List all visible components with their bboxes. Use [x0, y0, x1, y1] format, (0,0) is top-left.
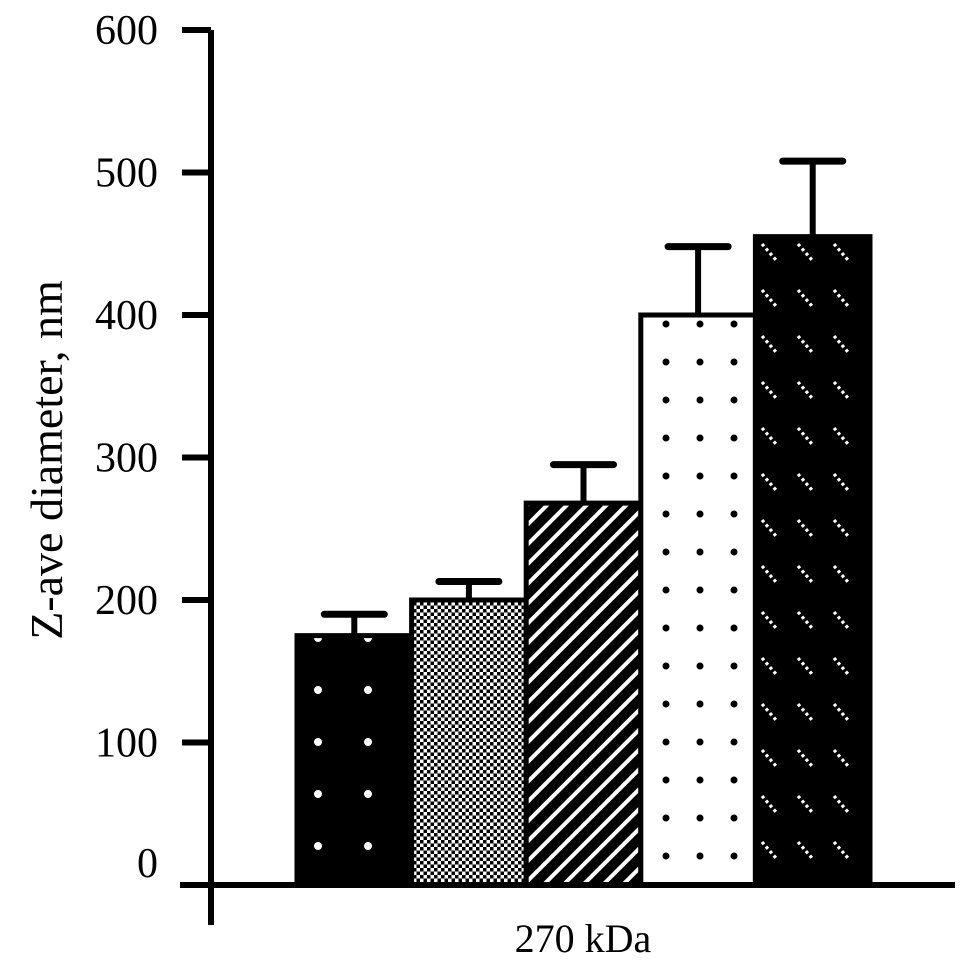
y-tick-label: 500 — [95, 151, 158, 197]
y-tick-label: 300 — [95, 436, 158, 482]
y-ticks: 0 100 200 300 400 500 600 — [95, 8, 211, 888]
bar-3 — [523, 500, 644, 888]
bar-1 — [294, 633, 415, 888]
x-axis-label: 270 kDa — [515, 916, 652, 961]
bar-4 — [638, 312, 758, 888]
y-axis-label: Z-ave diameter, nm — [21, 280, 72, 640]
bars-layer — [294, 234, 873, 888]
y-tick-label: 100 — [95, 721, 158, 767]
axes: 0 100 200 300 400 500 600 — [95, 8, 955, 925]
y-tick-label: 0 — [137, 841, 158, 887]
bar-2 — [409, 597, 529, 888]
y-tick-label: 400 — [95, 293, 158, 339]
error-bars-layer — [320, 157, 847, 636]
y-tick-label: 200 — [95, 578, 158, 624]
bar-5 — [752, 234, 873, 888]
y-tick-label: 600 — [95, 8, 158, 54]
